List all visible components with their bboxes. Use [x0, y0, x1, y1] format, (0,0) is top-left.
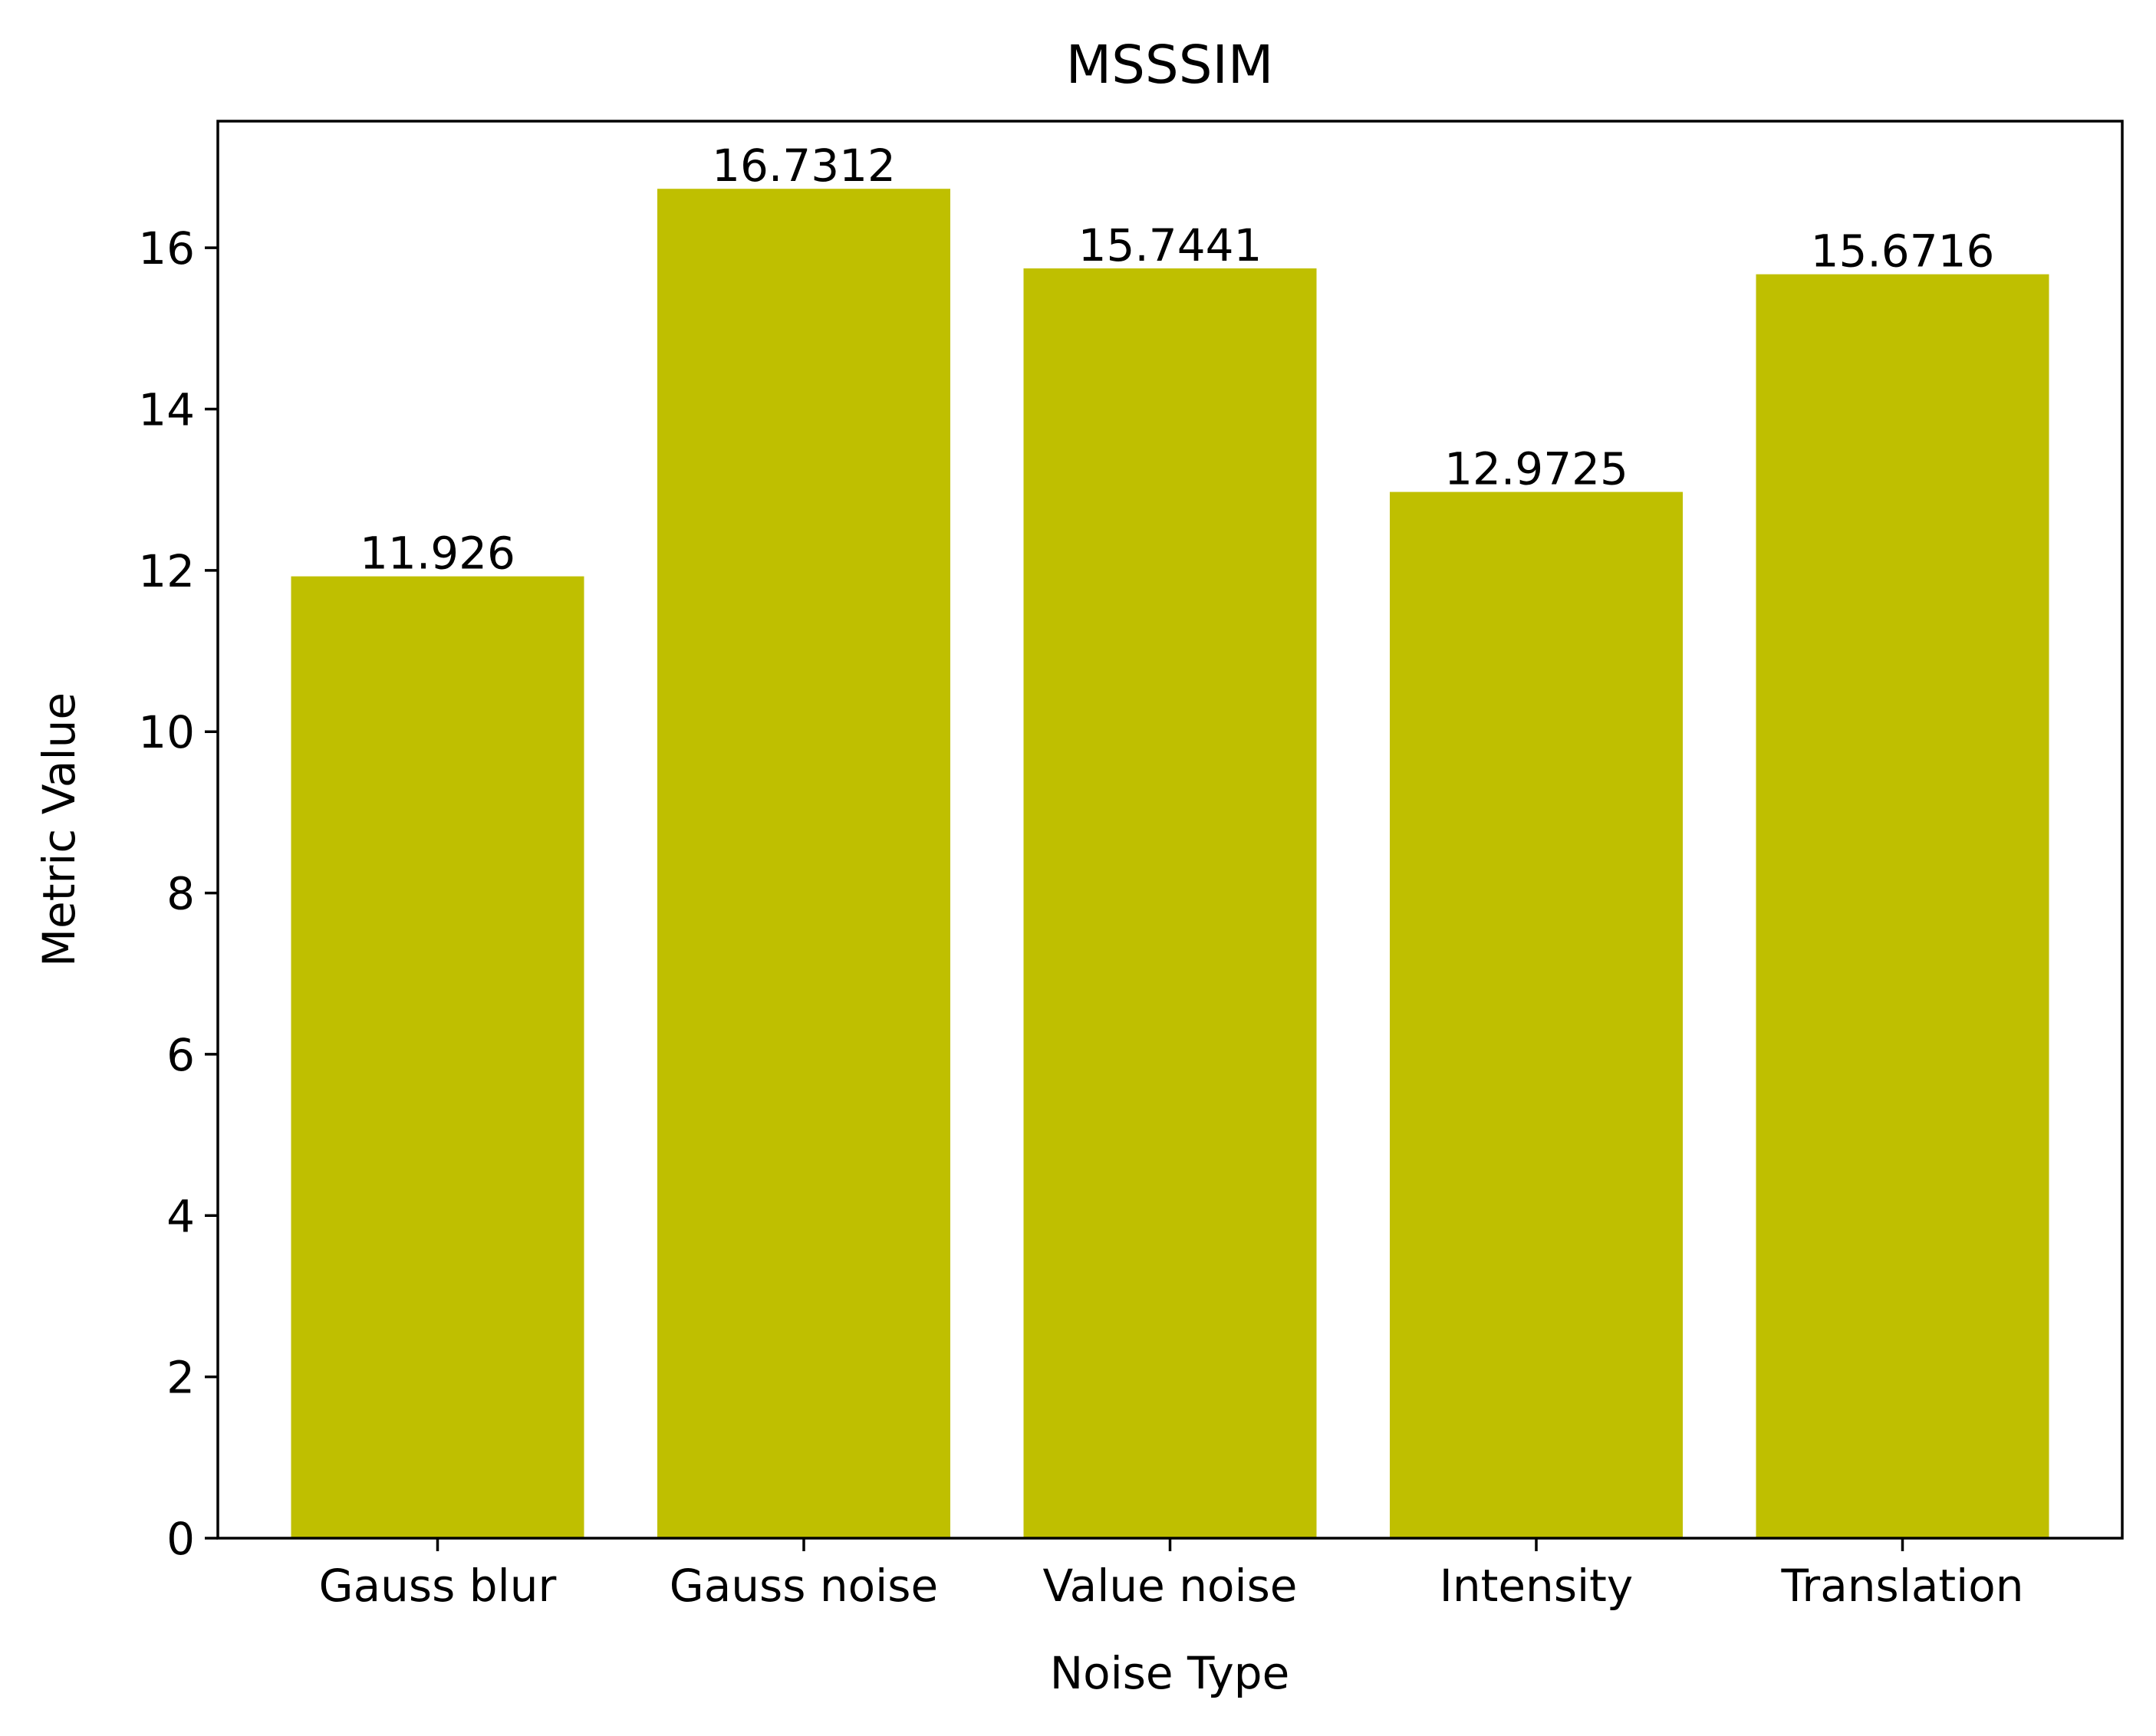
y-tick-label: 16: [138, 222, 195, 275]
y-axis: 0 2 4 6 8 10 12 14 16: [138, 222, 218, 1565]
y-axis-label: Metric Value: [33, 692, 85, 967]
y-tick-label: 4: [166, 1190, 195, 1242]
x-tick-label: Intensity: [1440, 1560, 1633, 1612]
y-tick-label: 2: [166, 1352, 195, 1404]
bar-gauss-noise: [657, 189, 950, 1539]
bar-translation: [1756, 274, 2049, 1538]
x-tick-label: Translation: [1780, 1560, 2023, 1612]
x-axis-label: Noise Type: [1050, 1647, 1290, 1699]
bars-group: [291, 189, 2049, 1539]
bar-gauss-blur: [291, 576, 584, 1539]
y-tick-label: 8: [166, 868, 195, 920]
chart-title: MSSSIM: [1066, 35, 1274, 96]
y-tick-label: 12: [138, 545, 195, 597]
value-label: 15.7441: [1078, 219, 1262, 271]
value-label: 15.6716: [1811, 225, 1995, 278]
y-tick-label: 14: [138, 383, 195, 436]
x-tick-label: Value noise: [1043, 1560, 1298, 1612]
value-label: 12.9725: [1444, 443, 1628, 495]
value-label: 11.926: [360, 528, 515, 580]
x-tick-label: Gauss blur: [319, 1560, 557, 1612]
bar-value-noise: [1023, 268, 1317, 1538]
x-tick-label: Gauss noise: [670, 1560, 938, 1612]
y-tick-label: 6: [166, 1029, 195, 1081]
value-labels-group: 11.926 16.7312 15.7441 12.9725 15.6716: [360, 140, 1994, 579]
y-tick-label: 0: [166, 1513, 195, 1565]
y-tick-label: 10: [138, 706, 195, 758]
value-label: 16.7312: [712, 140, 896, 192]
x-axis: Gauss blur Gauss noise Value noise Intensit…: [319, 1538, 2024, 1612]
bar-intensity: [1390, 492, 1683, 1538]
